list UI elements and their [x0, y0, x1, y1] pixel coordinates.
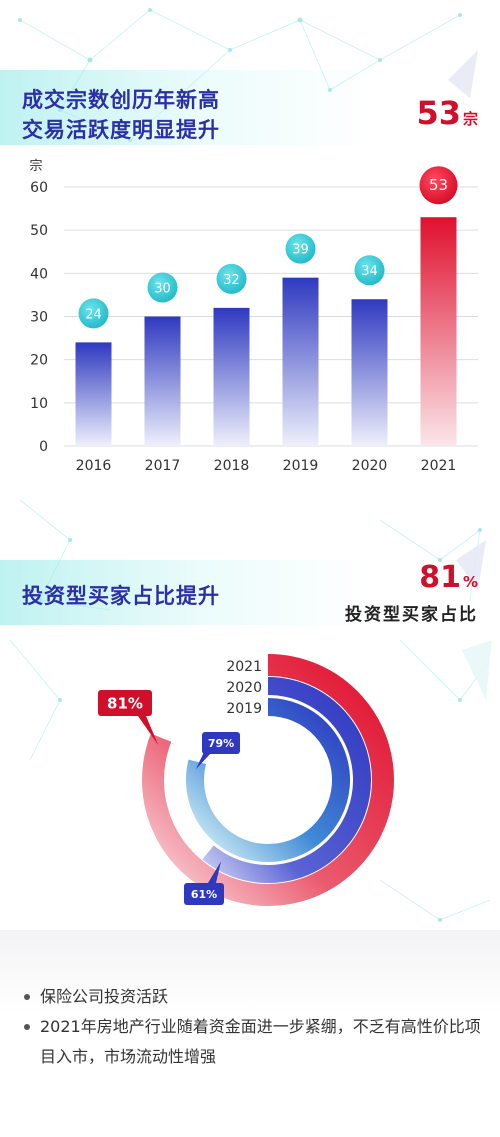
callout-pointer — [138, 716, 159, 746]
radial-bar — [186, 698, 350, 862]
callout-label: 79% — [208, 737, 234, 750]
note-item: 2021年房地产行业随着资金面进一步紧绷，不乏有高性价比项目入市，市场流动性增强 — [22, 1012, 482, 1072]
data-label: 34 — [361, 264, 378, 279]
notes-list: 保险公司投资活跃 2021年房地产行业随着资金面进一步紧绷，不乏有高性价比项目入… — [22, 982, 482, 1072]
section1-highlight-value: 53 — [416, 94, 461, 132]
section1-title-line1: 成交宗数创历年新高 — [22, 88, 220, 112]
section2-highlight-unit: % — [462, 573, 478, 591]
y-tick-label: 10 — [30, 396, 48, 412]
data-label-bubble — [216, 263, 247, 294]
radial-bar — [142, 654, 394, 906]
y-tick-label: 30 — [30, 310, 48, 326]
radial-bar-chart: 2021 2020 2019 81% 79% 61% — [98, 654, 394, 906]
callout-box — [202, 732, 240, 754]
series-label: 2020 — [226, 680, 262, 696]
bar-chart: 0 10 20 30 40 50 60 宗 24 30 32 39 34 53 2016 2017 201… — [29, 158, 478, 474]
section2-header-band — [0, 560, 500, 625]
x-tick-label: 2018 — [214, 458, 250, 474]
y-tick-label: 40 — [30, 266, 48, 282]
section1-highlight: 53 宗 — [416, 94, 478, 132]
section1-highlight-unit: 宗 — [462, 110, 478, 128]
callout-label: 81% — [107, 694, 143, 712]
data-label: 32 — [223, 273, 240, 288]
bar — [351, 299, 388, 446]
note-item: 保险公司投资活跃 — [22, 982, 482, 1012]
bar — [213, 307, 250, 446]
callout-pointer — [208, 861, 221, 883]
data-label: 30 — [154, 282, 171, 297]
section2-highlight: 81% — [419, 560, 478, 595]
section2-highlight-label: 投资型买家占比 — [345, 605, 478, 625]
section1-header-band — [0, 70, 500, 145]
x-tick-label: 2017 — [145, 458, 181, 474]
data-label: 53 — [429, 176, 448, 194]
data-label-bubble — [147, 272, 178, 303]
callout-box — [98, 690, 152, 716]
radial-bar — [202, 677, 371, 883]
bar — [144, 316, 181, 446]
series-label: 2019 — [226, 701, 262, 717]
x-tick-label: 2020 — [352, 458, 388, 474]
data-label-bubble — [354, 255, 385, 286]
y-axis-unit-label: 宗 — [29, 158, 42, 174]
y-tick-label: 0 — [39, 439, 48, 455]
bar — [420, 217, 457, 446]
data-label-bubble — [419, 166, 458, 205]
section2-title: 投资型买家占比提升 — [22, 584, 220, 608]
data-label: 24 — [85, 307, 102, 322]
section1-title-line2: 交易活跃度明显提升 — [22, 118, 220, 142]
x-tick-label: 2021 — [421, 458, 457, 474]
section2-highlight-value: 81 — [419, 560, 461, 595]
series-label: 2021 — [226, 659, 262, 675]
x-tick-label: 2019 — [283, 458, 319, 474]
bar — [75, 342, 112, 446]
data-label-bubble — [285, 233, 316, 264]
bar — [282, 277, 319, 446]
data-label-bubble — [78, 298, 109, 329]
y-tick-label: 20 — [30, 353, 48, 369]
callout-pointer — [195, 752, 212, 770]
y-tick-label: 60 — [30, 180, 48, 196]
callout-box — [184, 883, 224, 905]
x-tick-label: 2016 — [76, 458, 112, 474]
data-label: 39 — [292, 243, 309, 258]
notes-background — [0, 930, 500, 1137]
callout-label: 61% — [191, 888, 217, 901]
y-tick-label: 50 — [30, 223, 48, 239]
